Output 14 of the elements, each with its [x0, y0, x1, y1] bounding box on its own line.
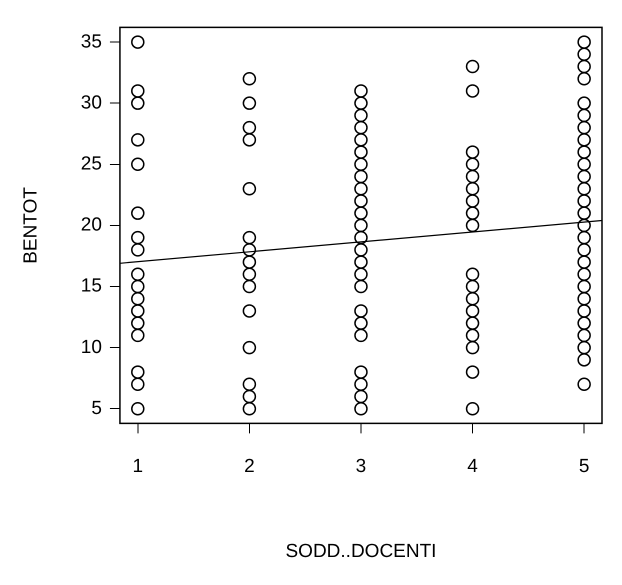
- x-axis-title: SODD..DOCENTI: [285, 540, 436, 562]
- y-tick-label: 15: [80, 276, 102, 297]
- x-tick-label: 1: [132, 456, 144, 478]
- y-tick-label: 20: [80, 214, 102, 236]
- y-tick-label: 35: [80, 31, 102, 52]
- y-tick-label: 10: [80, 336, 102, 358]
- y-tick-label: 30: [80, 92, 102, 114]
- y-tick-label: 5: [91, 398, 102, 419]
- x-tick-label: 4: [467, 456, 478, 478]
- x-tick-label: 3: [356, 456, 366, 478]
- x-tick-label: 2: [244, 456, 255, 478]
- y-tick-label: 25: [80, 154, 102, 175]
- y-axis-title: BENTOT: [20, 186, 42, 264]
- x-tick-label: 5: [578, 456, 590, 478]
